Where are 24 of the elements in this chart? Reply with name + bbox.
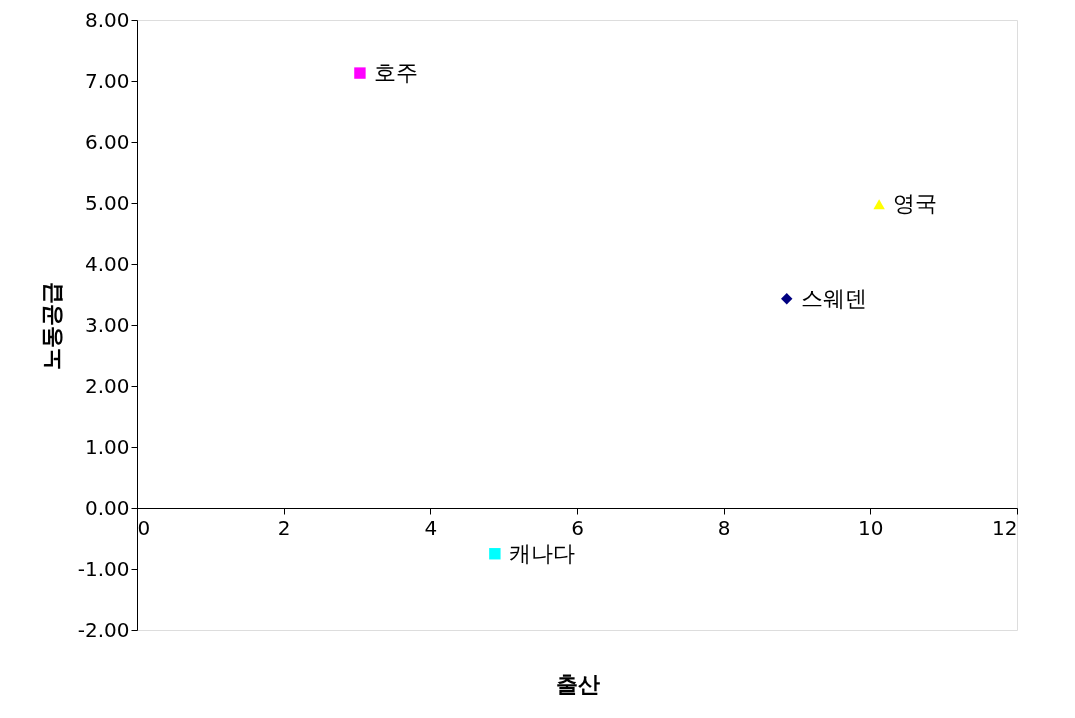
series-label: 호주 [373, 60, 418, 86]
x-axis-title: 출산 [555, 671, 600, 697]
y-tick-label: 8.00 [84, 7, 130, 32]
y-tick-label: 5.00 [84, 190, 130, 215]
x-tick-label: 10 [858, 515, 884, 540]
y-tick-label: 2.00 [84, 373, 130, 398]
y-axis-title: 노동공급 [38, 281, 64, 370]
y-tick-label: -1.00 [77, 556, 130, 581]
x-tick-label: 12 [992, 515, 1018, 540]
x-tick-label: 6 [571, 515, 584, 540]
series-label: 스웨덴 [800, 285, 867, 311]
y-tick-label: 6.00 [84, 129, 130, 154]
y-tick-label: -2.00 [77, 617, 130, 642]
x-tick-label: 0 [137, 515, 151, 540]
x-tick-label: 8 [717, 515, 731, 540]
y-tick-label: 1.00 [84, 434, 130, 459]
series-label: 캐나다 [508, 540, 575, 566]
y-tick-label: 3.00 [84, 312, 130, 337]
x-tick-label: 2 [277, 515, 291, 540]
y-tick-label: 0.00 [84, 495, 130, 520]
y-tick-label: 7.00 [84, 68, 130, 93]
x-tick-label: 4 [424, 515, 438, 540]
y-tick-label: 4.00 [84, 251, 130, 276]
series-label: 영국 [893, 191, 938, 217]
